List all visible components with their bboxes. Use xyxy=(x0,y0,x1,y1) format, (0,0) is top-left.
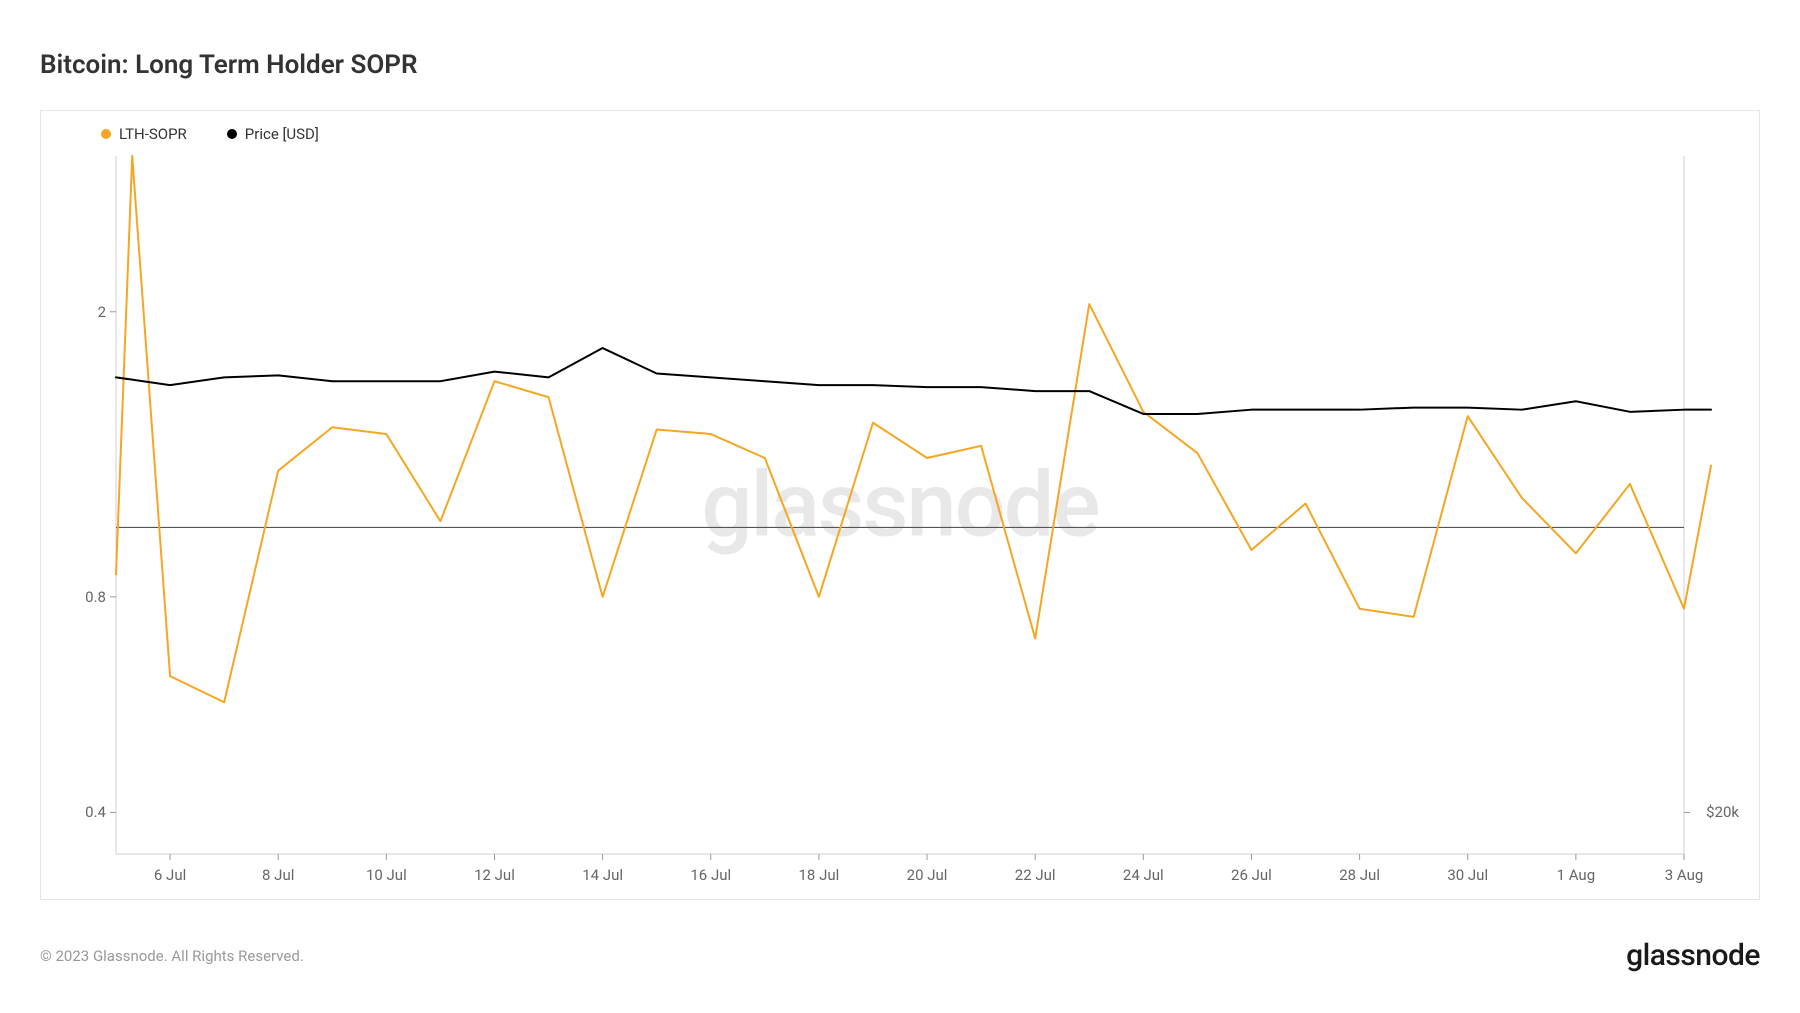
x-tick-label: 20 Jul xyxy=(907,866,948,884)
legend: LTH-SOPR Price [USD] xyxy=(101,125,319,143)
x-tick-label: 18 Jul xyxy=(799,866,840,884)
legend-item-price[interactable]: Price [USD] xyxy=(227,125,319,143)
legend-label-price: Price [USD] xyxy=(245,125,319,143)
x-tick-label: 10 Jul xyxy=(366,866,407,884)
chart-title: Bitcoin: Long Term Holder SOPR xyxy=(40,50,1760,80)
x-tick-label: 30 Jul xyxy=(1447,866,1488,884)
legend-item-sopr[interactable]: LTH-SOPR xyxy=(101,125,187,143)
x-tick-label: 28 Jul xyxy=(1339,866,1380,884)
plot-area: 0.40.82 $20k 6 Jul8 Jul10 Jul12 Jul14 Ju… xyxy=(116,156,1684,854)
legend-dot-sopr xyxy=(101,129,111,139)
footer: © 2023 Glassnode. All Rights Reserved. g… xyxy=(40,938,1760,973)
x-tick-label: 1 Aug xyxy=(1557,866,1596,884)
x-tick-label: 6 Jul xyxy=(154,866,186,884)
x-tick-label: 3 Aug xyxy=(1665,866,1704,884)
x-tick-label: 24 Jul xyxy=(1123,866,1164,884)
x-tick-label: 16 Jul xyxy=(690,866,731,884)
legend-dot-price xyxy=(227,129,237,139)
x-tick-label: 26 Jul xyxy=(1231,866,1272,884)
y-tick-label: 0.4 xyxy=(66,803,106,821)
x-tick-label: 8 Jul xyxy=(262,866,294,884)
y-tick-label: 2 xyxy=(66,303,106,321)
brand-logo: glassnode xyxy=(1626,938,1760,973)
chart-container: LTH-SOPR Price [USD] glassnode 0.40.82 $… xyxy=(40,110,1760,900)
copyright-text: © 2023 Glassnode. All Rights Reserved. xyxy=(40,947,304,965)
y2-tick-label: $20k xyxy=(1706,803,1739,821)
x-tick-label: 22 Jul xyxy=(1015,866,1056,884)
plot-svg xyxy=(116,156,1684,854)
legend-label-sopr: LTH-SOPR xyxy=(119,125,187,143)
x-tick-label: 12 Jul xyxy=(474,866,515,884)
x-tick-label: 14 Jul xyxy=(582,866,623,884)
y-tick-label: 0.8 xyxy=(66,588,106,606)
